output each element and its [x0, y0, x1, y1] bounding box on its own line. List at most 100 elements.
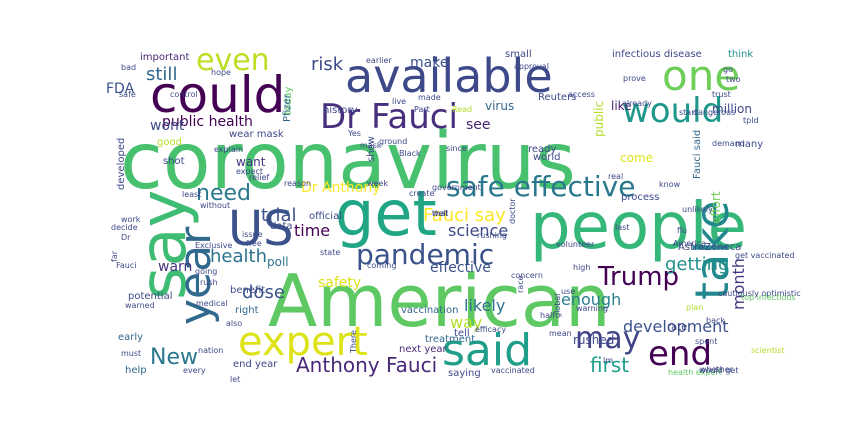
- word-earlier: earlier: [366, 56, 392, 65]
- word-come: come: [620, 151, 653, 165]
- word-already: already: [622, 99, 652, 108]
- word-development: development: [623, 317, 729, 336]
- word-year: year: [170, 226, 221, 325]
- word-good: good: [157, 137, 182, 148]
- word-today: today: [283, 86, 294, 115]
- word-every: every: [183, 366, 206, 375]
- word-mask: mask: [360, 141, 382, 150]
- word-like: like: [611, 99, 632, 113]
- word-control: control: [170, 90, 198, 99]
- word-reuters: Reuters: [538, 92, 576, 103]
- word-vaccination: vaccination: [401, 305, 458, 316]
- word-reason: reason: [284, 179, 311, 188]
- word-dr-anthony: Dr Anthony: [301, 180, 381, 196]
- word-black: Black: [399, 149, 421, 158]
- word-virus: virus: [485, 99, 514, 113]
- word-top-infectious: top infectious: [741, 293, 796, 302]
- word-want: want: [236, 155, 266, 169]
- word-read: Read: [452, 105, 472, 114]
- word-effective: effective: [430, 260, 491, 276]
- word-need: need: [196, 181, 251, 206]
- word-decide: decide: [111, 223, 138, 232]
- word-benefit: benefit: [230, 285, 265, 296]
- word-scientist: scientist: [751, 346, 784, 355]
- word-health-expert: health expert: [668, 368, 722, 377]
- word-dr: Dr: [121, 233, 131, 242]
- word-use: use: [561, 287, 575, 296]
- word-even: even: [196, 43, 270, 78]
- word-free: free: [246, 239, 262, 248]
- word-time: time: [294, 221, 330, 240]
- word-show: show: [366, 136, 377, 162]
- word-risk: risk: [311, 54, 344, 75]
- word-important: important: [140, 52, 189, 63]
- word-first: first: [590, 353, 629, 377]
- word-science: science: [448, 221, 508, 240]
- word-made: made: [418, 93, 441, 102]
- word-trust: trust: [712, 90, 731, 99]
- word-early: early: [118, 332, 143, 343]
- word-developed: developed: [116, 138, 127, 190]
- word-enough: enough: [561, 290, 621, 309]
- word-public: public: [592, 101, 606, 137]
- word-available: available: [345, 49, 553, 103]
- word-would-get: would get: [699, 366, 739, 375]
- word-that: that: [432, 209, 448, 218]
- word-potential: potential: [128, 291, 172, 302]
- word-issue: issue: [242, 230, 263, 239]
- word-way: way: [450, 313, 482, 332]
- word-help: help: [125, 365, 147, 376]
- word-right: right: [235, 305, 259, 316]
- word-still: still: [146, 64, 177, 85]
- word-high: high: [573, 263, 590, 272]
- word-rushing: rushing: [477, 231, 507, 240]
- word-history: history: [323, 105, 357, 116]
- word-could: could: [150, 66, 285, 124]
- word-tpld: tpld: [743, 116, 759, 125]
- word-safety: safety: [318, 275, 361, 291]
- word-trump: Trump: [597, 262, 679, 292]
- word-going: going: [195, 267, 217, 276]
- word-access: access: [568, 90, 595, 99]
- word-rush: rush: [200, 278, 218, 287]
- word-rate: rate: [667, 322, 687, 333]
- word-go: go: [723, 65, 733, 74]
- word-warning: warning: [576, 304, 608, 313]
- word-approval: approval: [514, 62, 549, 71]
- word-pandemic: pandemic: [356, 238, 494, 271]
- word-part: Part: [414, 105, 430, 114]
- word-plan: plan: [686, 303, 703, 312]
- word-let: let: [230, 375, 240, 384]
- word-process: process: [621, 192, 659, 203]
- word-america: America: [673, 239, 706, 248]
- word-must: must: [121, 349, 141, 358]
- word-efficacy: efficacy: [475, 325, 506, 334]
- word-pfizer: Pfizer: [282, 93, 293, 122]
- word-know: know: [659, 180, 681, 189]
- word-back: back: [706, 316, 725, 325]
- word-lm: lm: [603, 356, 613, 365]
- word-doctor: doctor: [508, 198, 517, 224]
- word-create: create: [409, 189, 434, 198]
- word-state: state: [320, 248, 340, 257]
- word-yes: Yes: [347, 129, 361, 138]
- word-new: New: [150, 345, 198, 370]
- word-work: work: [121, 215, 141, 224]
- word-fauci-say: Fauci say: [423, 205, 506, 226]
- word-fda: FDA: [106, 81, 135, 97]
- word-data: data: [270, 221, 293, 232]
- word-unlikely: unlikely: [682, 205, 713, 214]
- word-ground: ground: [379, 137, 407, 146]
- word-infectious-disease: infectious disease: [612, 49, 702, 60]
- word-last: last: [615, 223, 629, 232]
- word-take: take: [685, 200, 739, 300]
- word-dr-fauci: Dr Fauci: [320, 97, 458, 137]
- word-well: well: [432, 209, 448, 218]
- word-start: start: [679, 108, 698, 117]
- word-also: also: [226, 319, 242, 328]
- word-cautiously-optimistic: cautiously optimistic: [718, 289, 801, 298]
- word-astrazeneca: AstraZeneca: [678, 242, 741, 253]
- word-safe: safe: [119, 90, 136, 99]
- word-getting: getting: [665, 254, 729, 275]
- word-dose: dose: [242, 282, 285, 303]
